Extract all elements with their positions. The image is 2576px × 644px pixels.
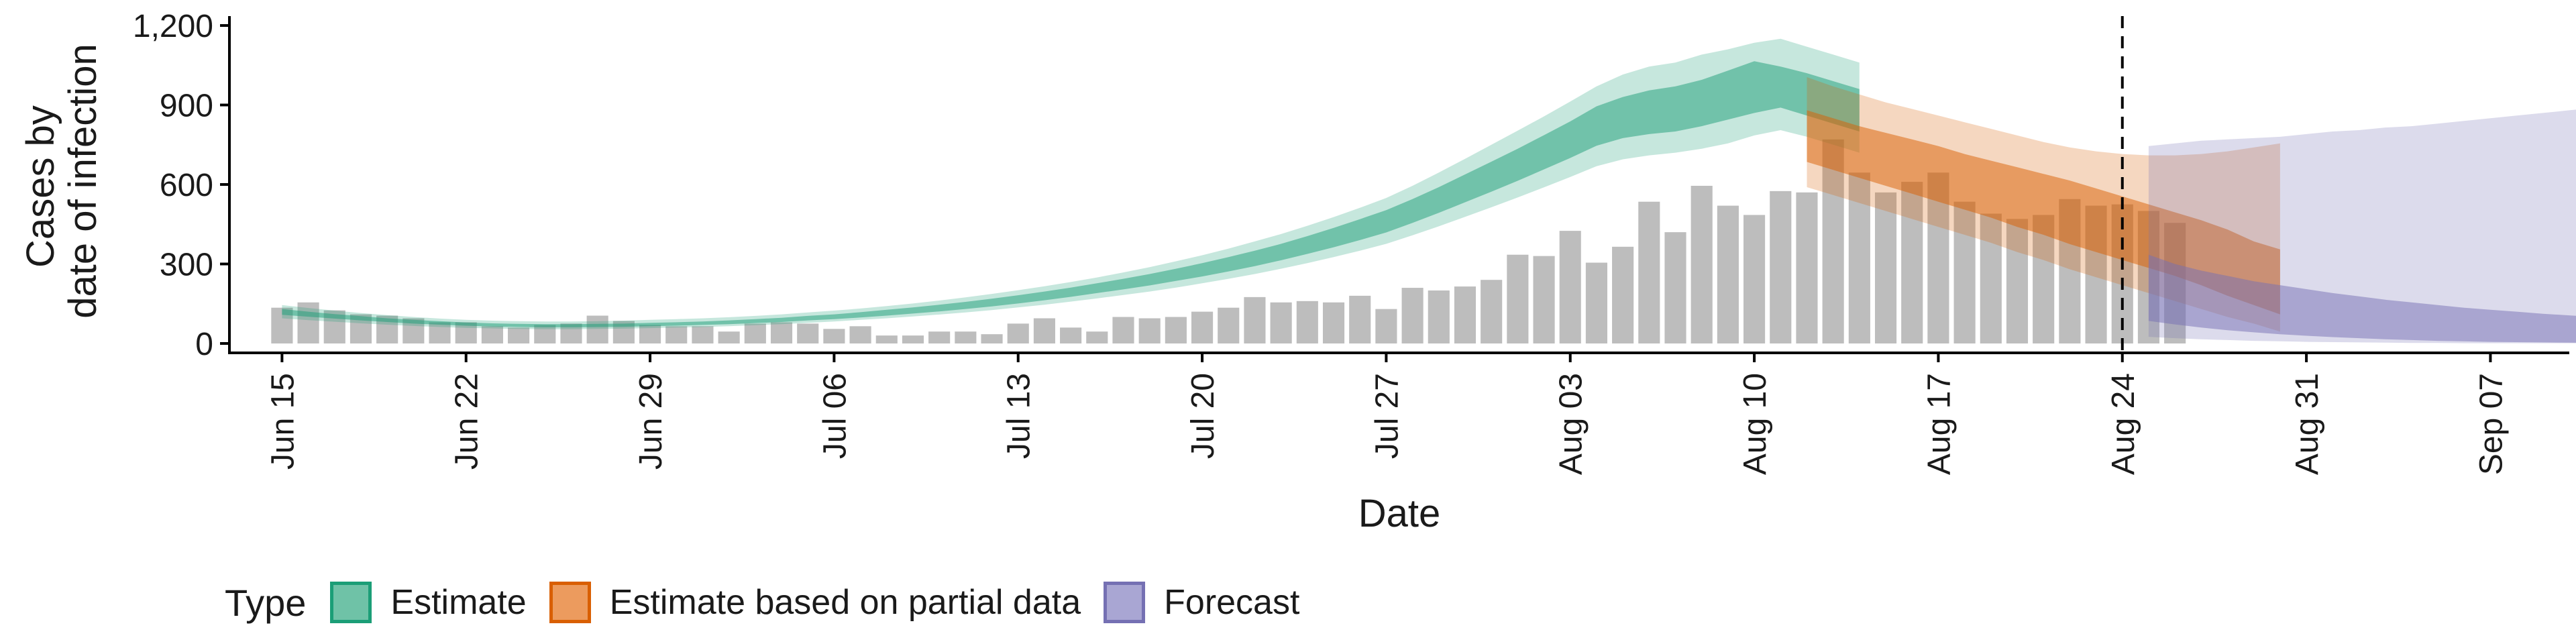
case-bar <box>1585 262 1608 343</box>
case-bar <box>1796 192 1818 343</box>
x-tick-label: Jul 27 <box>1369 373 1405 459</box>
case-bar <box>1953 201 1976 343</box>
x-tick-label: Sep 07 <box>2473 373 2509 475</box>
case-bar <box>508 327 530 343</box>
case-bar <box>665 326 688 343</box>
x-tick-label: Jul 06 <box>817 373 853 459</box>
case-bar <box>1349 295 1371 343</box>
case-bar <box>1454 286 1477 343</box>
case-bar <box>928 331 951 343</box>
legend-swatch-estimate <box>330 582 372 623</box>
legend-item-forecast: Forecast <box>1104 582 1299 623</box>
case-bar <box>1218 307 1240 343</box>
y-axis-title-line-2: date of infection <box>61 44 105 319</box>
x-tick-label: Jun 22 <box>449 373 485 470</box>
case-bar <box>1664 232 1686 343</box>
x-tick-label: Aug 31 <box>2290 373 2325 475</box>
x-tick-label: Jun 29 <box>633 373 669 470</box>
case-bar <box>1743 215 1766 343</box>
y-axis-title-line-1: Cases by <box>19 105 62 268</box>
legend-title: Type <box>225 581 307 624</box>
case-bar <box>1848 172 1870 343</box>
case-bar <box>1533 256 1555 343</box>
case-bar <box>1375 309 1397 343</box>
case-bar <box>1874 192 1897 343</box>
band-inner-forecast <box>2148 254 2576 343</box>
x-tick-label: Aug 03 <box>1554 373 1589 475</box>
band-outer-estimate <box>282 38 1860 329</box>
case-bar <box>2006 219 2029 343</box>
case-bar <box>1191 311 1214 343</box>
case-bar <box>1980 213 2002 343</box>
case-bar <box>1060 327 1082 343</box>
x-tick-label: Aug 24 <box>2106 373 2141 475</box>
infection-chart: 0 300 600 900 1,200 Jun 15 Jun 22 Jun 29 Jul 06… <box>19 9 2576 535</box>
case-bar <box>1717 205 1739 343</box>
band-inner-estimate <box>282 61 1860 327</box>
case-bar <box>1559 231 1581 343</box>
case-bar <box>1033 318 1055 343</box>
estimate-bands <box>282 38 2576 343</box>
case-bar <box>1138 318 1161 343</box>
case-bar <box>1638 201 1660 343</box>
y-tick-label: 1,200 <box>133 9 213 44</box>
case-bar <box>823 329 845 343</box>
case-bar <box>639 325 661 343</box>
y-tick-label: 0 <box>195 327 213 362</box>
y-tick-label: 300 <box>160 248 213 283</box>
case-bar <box>744 323 766 343</box>
case-bar <box>1507 254 1529 343</box>
case-bar <box>875 335 898 343</box>
legend-item-partial: Estimate based on partial data <box>549 582 1081 623</box>
case-bar <box>481 326 503 343</box>
case-bar <box>297 302 319 343</box>
x-tick-label: Jul 13 <box>1002 373 1037 459</box>
legend-item-estimate: Estimate <box>330 582 527 623</box>
case-bar <box>1270 302 1292 343</box>
x-axis-ticks: Jun 15 Jun 22 Jun 29 Jul 06 Jul 13 Jul 20 Jul … <box>265 353 2509 475</box>
y-tick-label: 900 <box>160 89 213 124</box>
case-bar <box>1770 191 1792 343</box>
case-bar <box>955 331 977 343</box>
case-bar <box>1112 317 1134 343</box>
case-bar <box>1296 301 1318 343</box>
y-tick-label: 600 <box>160 168 213 203</box>
y-axis-title: Cases by date of infection <box>19 44 105 319</box>
case-bar <box>797 323 819 343</box>
case-bar <box>718 331 740 343</box>
legend-label-partial: Estimate based on partial data <box>609 583 1081 622</box>
case-bar <box>1322 302 1345 343</box>
x-tick-label: Jul 20 <box>1185 373 1221 459</box>
case-bar <box>1690 185 1713 343</box>
legend-swatch-partial <box>549 582 591 623</box>
case-bar <box>1244 297 1266 343</box>
case-bar <box>1481 280 1503 343</box>
case-bar <box>1007 323 1029 343</box>
x-tick-label: Aug 17 <box>1921 373 1957 475</box>
case-bar <box>849 326 871 343</box>
legend: Type Estimate Estimate based on partial … <box>225 576 1322 629</box>
case-bar <box>770 322 793 343</box>
y-axis-ticks: 0 300 600 900 1,200 <box>133 9 229 362</box>
case-bar <box>534 325 556 343</box>
x-tick-label: Jun 15 <box>265 373 301 470</box>
case-bar <box>1822 139 1844 343</box>
case-bars <box>271 139 2186 343</box>
legend-label-estimate: Estimate <box>390 583 527 622</box>
case-bar <box>1401 288 1424 343</box>
case-bar <box>981 334 1003 343</box>
case-bar <box>586 315 608 343</box>
x-tick-label: Aug 10 <box>1737 373 1773 475</box>
legend-label-forecast: Forecast <box>1164 583 1300 622</box>
case-bar <box>692 326 714 343</box>
case-bar <box>1901 182 1923 343</box>
legend-swatch-forecast <box>1104 582 1146 623</box>
case-bar <box>1086 331 1108 343</box>
case-bar <box>1428 290 1450 343</box>
x-axis-title: Date <box>1358 492 1441 535</box>
case-bar <box>1612 246 1634 343</box>
case-bar <box>902 335 924 343</box>
case-bar <box>1165 317 1187 343</box>
case-bar <box>429 322 451 343</box>
